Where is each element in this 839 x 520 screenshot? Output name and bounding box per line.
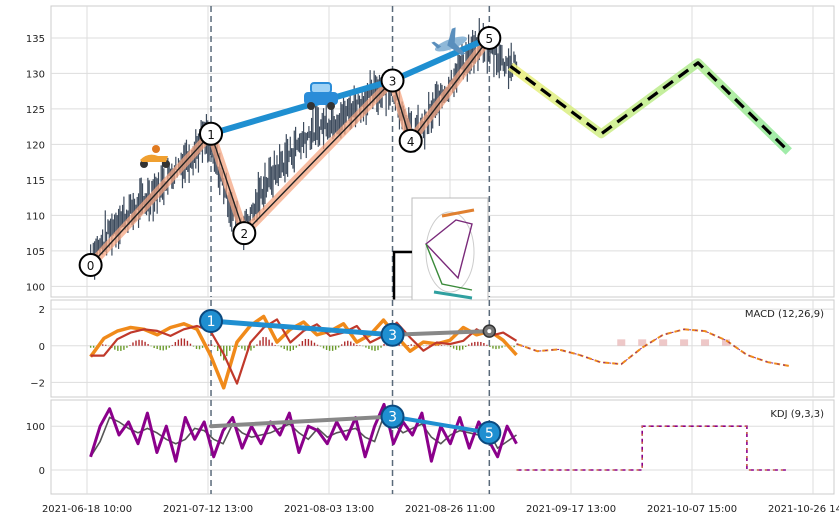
macd-end-marker-dot xyxy=(487,329,492,334)
macd-pivot-label: 3 xyxy=(388,328,397,344)
macd-y-tick-label: 2 xyxy=(39,305,45,316)
scooter-rider xyxy=(152,145,160,153)
price-pivot xyxy=(477,25,502,50)
price-panel: 100 105 110 115 120 125 130 135 0 1 2 3 4 5 xyxy=(26,5,835,328)
price-pivot xyxy=(199,121,224,146)
macd-frame xyxy=(50,299,835,398)
car-window xyxy=(310,82,332,94)
price-y-tick-label: 125 xyxy=(26,105,45,116)
car-icon xyxy=(304,82,338,110)
signal-line xyxy=(90,318,518,385)
price-y-tick-label: 135 xyxy=(26,34,45,45)
kdj-divergence-line xyxy=(390,414,492,435)
macd-forecast-bar xyxy=(638,339,647,346)
price-y-tick-label: 100 xyxy=(26,282,45,293)
macd-forecast-bar xyxy=(617,339,626,346)
scooter-body xyxy=(140,154,168,162)
kdj-y-tick-label: 100 xyxy=(26,422,45,433)
x-tick-label: 2021-08-26 11:00 xyxy=(405,504,495,515)
pattern-inset-bar xyxy=(433,290,473,300)
price-y-tick-label: 105 xyxy=(26,247,45,258)
x-tick-label: 2021-10-26 14:00 xyxy=(768,504,839,515)
x-tick-label: 2021-07-12 13:00 xyxy=(163,504,253,515)
price-y-tick-label: 110 xyxy=(26,211,45,222)
price-y-tick-label: 120 xyxy=(26,140,45,151)
kdj-pivot-label: 3 xyxy=(388,410,397,426)
price-pivot xyxy=(78,253,103,278)
airplane-wing xyxy=(447,27,466,56)
macd-forecast-bar xyxy=(721,339,730,346)
kdj-grey-line xyxy=(209,414,395,429)
macd-pivot xyxy=(380,322,405,347)
macd-y-tick-label: −2 xyxy=(30,378,45,389)
airplane-icon xyxy=(431,27,468,56)
pattern-inset xyxy=(411,197,489,305)
price-pivot-label: 4 xyxy=(407,135,415,149)
x-tick-label: 2021-06-18 10:00 xyxy=(42,504,132,515)
price-pivot-label: 5 xyxy=(486,32,494,46)
kdj-pivot-label: 5 xyxy=(485,426,494,442)
kdj-pivot xyxy=(477,420,502,445)
price-pivot-label: 2 xyxy=(240,227,248,241)
pattern-inset-bar xyxy=(441,208,475,218)
price-pivot-label: 3 xyxy=(389,75,397,89)
car-wheel xyxy=(307,102,315,110)
x-tick-label: 2021-09-17 13:00 xyxy=(526,504,616,515)
kdj-frame xyxy=(50,399,835,495)
macd-grey-line xyxy=(390,329,492,337)
macd-forecast-bar xyxy=(659,339,668,346)
kdj-forecast-line-2 xyxy=(516,425,789,471)
kdj-panel: 0 100 KDJ (9,3,3) 3 5 xyxy=(26,399,835,495)
price-y-tick-label: 130 xyxy=(26,69,45,80)
scooter-icon xyxy=(140,145,170,168)
kdj-j-line xyxy=(89,402,518,463)
signal-forecast-line xyxy=(516,328,789,367)
macd-panel: −2 0 2 MACD (12,26,9) 1 3 xyxy=(30,299,835,398)
macd-title: MACD (12,26,9) xyxy=(745,309,824,320)
macd-pivot xyxy=(199,309,224,334)
kdj-title: KDJ (9,3,3) xyxy=(770,409,824,420)
macd-forecast-bar xyxy=(701,339,710,346)
price-pivot xyxy=(232,221,257,246)
forecast-line xyxy=(509,61,790,153)
pattern-inset-leg xyxy=(425,243,473,291)
zigzag-line xyxy=(90,37,490,266)
x-tick-label: 2021-10-07 15:00 xyxy=(647,504,737,515)
price-y-tick-label: 115 xyxy=(26,176,45,187)
x-tick-label: 2021-08-03 13:00 xyxy=(284,504,374,515)
price-pivot-label: 1 xyxy=(207,128,215,142)
kdj-pivot xyxy=(380,404,405,429)
pattern-inset-shape xyxy=(424,219,473,280)
pattern-inset-oval xyxy=(425,211,475,293)
price-pivot xyxy=(398,128,423,153)
price-pivot-label: 0 xyxy=(87,259,95,273)
x-axis: 2021-06-18 10:00 2021-07-12 13:00 2021-08-… xyxy=(42,504,839,515)
price-pivot xyxy=(380,68,405,93)
macd-forecast-bar xyxy=(680,339,689,346)
car-body xyxy=(304,92,338,105)
car-wheel xyxy=(327,102,335,110)
macd-divergence-line xyxy=(208,318,395,338)
macd-pivot-label: 1 xyxy=(207,314,216,330)
airplane-tail xyxy=(431,41,442,49)
kdj-y-tick-label: 0 xyxy=(39,466,45,477)
macd-y-tick-label: 0 xyxy=(39,342,45,353)
